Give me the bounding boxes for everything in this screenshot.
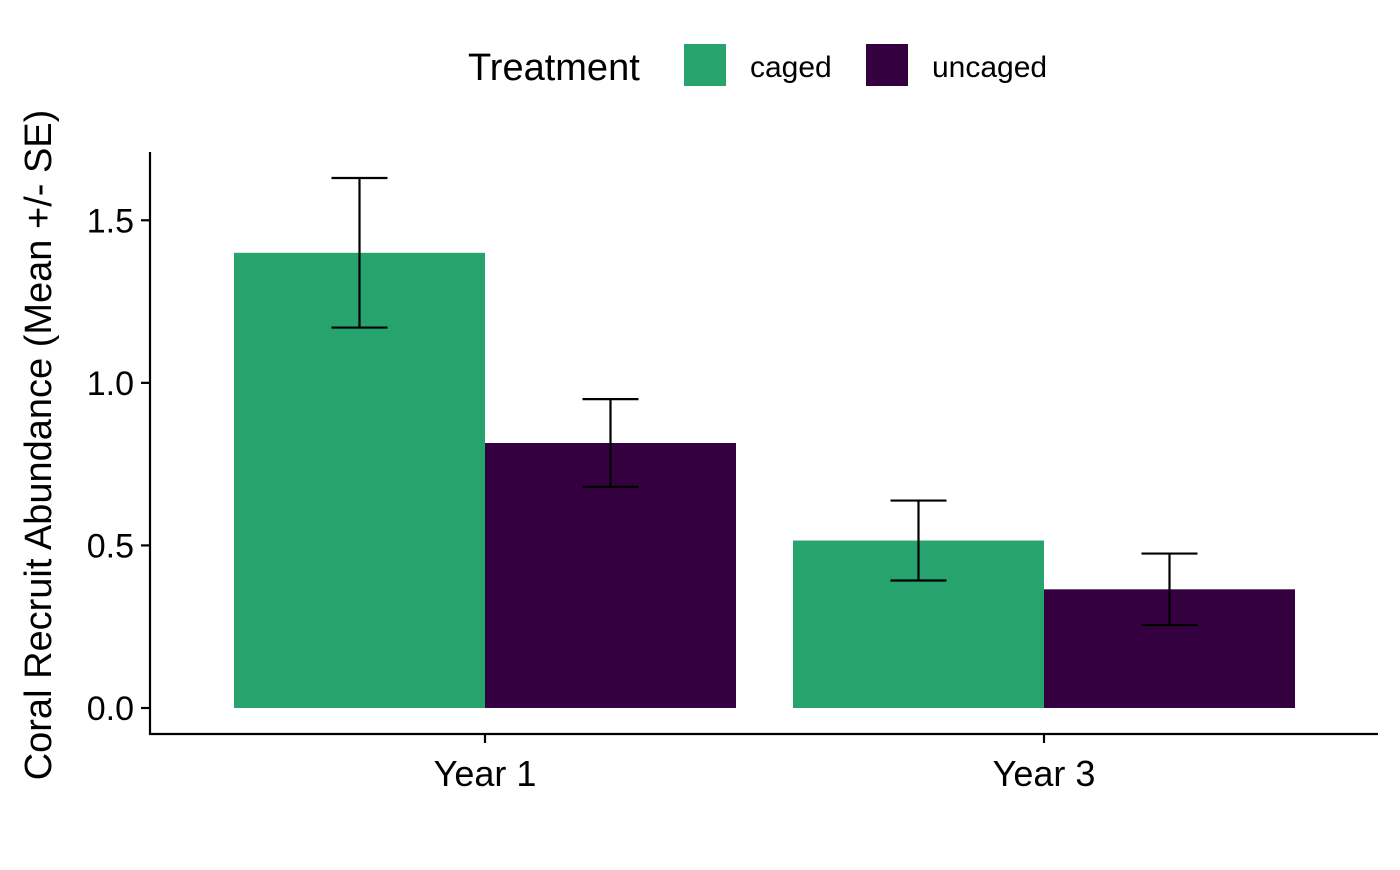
axes: 0.0 0.5 1.0 1.5 Year 1 Year 3 (87, 152, 1378, 794)
legend-label-uncaged: uncaged (932, 51, 1047, 84)
legend-label-caged: caged (750, 51, 832, 84)
y-tick-label: 0.5 (87, 527, 134, 565)
y-axis-title: Coral Recruit Abundance (Mean +/- SE) (18, 110, 60, 781)
y-tick-label: 1.0 (87, 365, 134, 403)
bars (234, 252, 1295, 708)
x-tick-label: Year 3 (993, 753, 1096, 794)
legend-key-uncaged (866, 44, 908, 86)
error-bars (331, 176, 1198, 627)
legend-title: Treatment (468, 47, 640, 89)
legend: Treatment caged uncaged (468, 44, 1047, 89)
legend-key-caged (684, 44, 726, 86)
x-tick-label: Year 1 (434, 753, 537, 794)
y-tick-label: 0.0 (87, 690, 134, 728)
y-tick-label: 1.5 (87, 202, 134, 240)
